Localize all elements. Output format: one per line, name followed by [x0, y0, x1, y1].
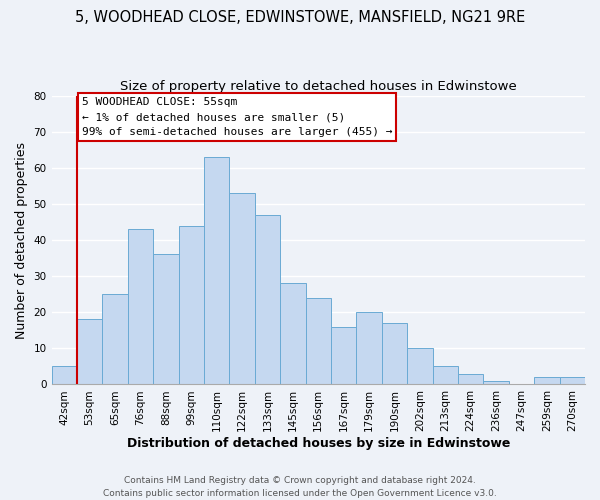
Text: Contains HM Land Registry data © Crown copyright and database right 2024.
Contai: Contains HM Land Registry data © Crown c… — [103, 476, 497, 498]
Bar — [484, 381, 509, 384]
Text: 5 WOODHEAD CLOSE: 55sqm
← 1% of detached houses are smaller (5)
99% of semi-deta: 5 WOODHEAD CLOSE: 55sqm ← 1% of detached… — [82, 98, 392, 137]
Bar — [305, 298, 331, 384]
Bar — [407, 348, 433, 384]
Bar — [458, 374, 484, 384]
Y-axis label: Number of detached properties: Number of detached properties — [15, 142, 28, 338]
Text: 5, WOODHEAD CLOSE, EDWINSTOWE, MANSFIELD, NG21 9RE: 5, WOODHEAD CLOSE, EDWINSTOWE, MANSFIELD… — [75, 10, 525, 25]
Bar — [280, 284, 305, 384]
Bar — [103, 294, 128, 384]
Title: Size of property relative to detached houses in Edwinstowe: Size of property relative to detached ho… — [120, 80, 517, 93]
Bar — [382, 323, 407, 384]
Bar — [153, 254, 179, 384]
Bar — [229, 193, 255, 384]
Bar — [534, 377, 560, 384]
Bar — [179, 226, 204, 384]
Bar — [356, 312, 382, 384]
X-axis label: Distribution of detached houses by size in Edwinstowe: Distribution of detached houses by size … — [127, 437, 510, 450]
Bar — [128, 229, 153, 384]
Bar — [433, 366, 458, 384]
Bar — [77, 320, 103, 384]
Bar — [560, 377, 585, 384]
Bar — [52, 366, 77, 384]
Bar — [204, 157, 229, 384]
Bar — [255, 214, 280, 384]
Bar — [331, 326, 356, 384]
